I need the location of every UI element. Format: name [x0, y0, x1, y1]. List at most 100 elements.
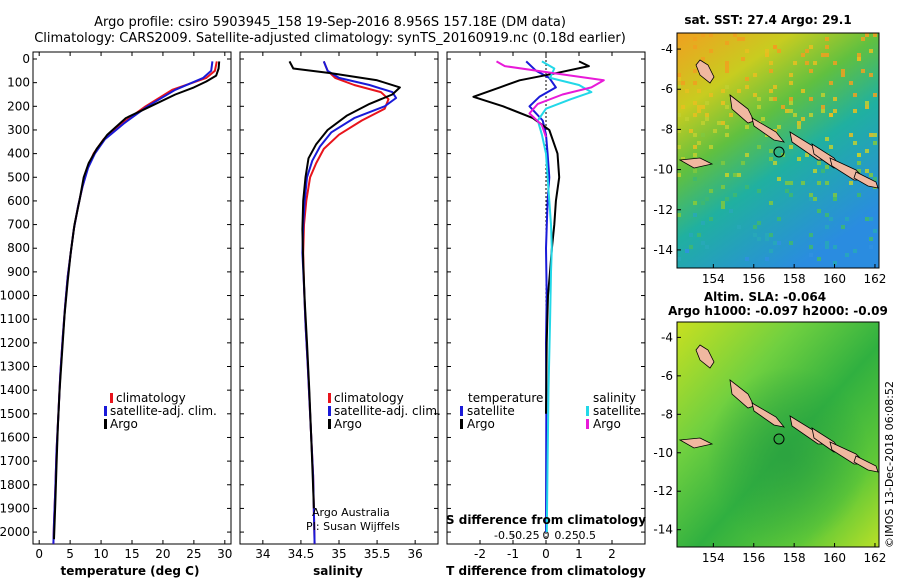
map-x-tick-label: 156	[742, 272, 765, 286]
sst-cell	[725, 85, 729, 89]
sst-cell	[677, 257, 681, 261]
series-line-temperature-argo	[472, 60, 590, 414]
sst-cell	[709, 217, 713, 221]
map-y-tick-label: -6	[661, 369, 673, 383]
sst-cell	[717, 121, 721, 125]
sst-cell	[757, 237, 761, 241]
sst-cell	[693, 133, 697, 137]
sst-cell	[689, 233, 693, 237]
sst-cell	[821, 169, 825, 173]
sst-cell	[845, 217, 849, 221]
sst-map-frame	[676, 32, 880, 269]
sst-cell	[681, 81, 685, 85]
map-y-tick-label: -12	[653, 484, 673, 498]
sst-cell	[857, 169, 861, 173]
sst-cell	[773, 85, 777, 89]
sst-cell	[789, 97, 793, 101]
sst-cell	[821, 105, 825, 109]
sst-cell	[789, 81, 793, 85]
sst-cell	[801, 89, 805, 93]
sst-cell	[701, 221, 705, 225]
sst-cell	[709, 189, 713, 193]
sst-cell	[809, 233, 813, 237]
map-x-tick-label: 160	[823, 551, 846, 565]
sst-cell	[853, 249, 857, 253]
sst-cell	[833, 197, 837, 201]
sst-cell	[721, 161, 725, 165]
sst-cell	[857, 161, 861, 165]
sst-cell	[705, 197, 709, 201]
y-tick-label: 1800	[0, 478, 30, 492]
sst-cell	[713, 129, 717, 133]
y-tick-label: 1100	[0, 312, 30, 326]
sst-cell	[861, 37, 865, 41]
sst-cell	[757, 189, 761, 193]
sst-cell	[869, 237, 873, 241]
x-tick-label: 5	[66, 547, 74, 561]
sst-cell	[693, 69, 697, 73]
series-line-climatology	[302, 61, 390, 544]
sst-cell	[793, 113, 797, 117]
s-tick-label: 0.5	[579, 529, 597, 542]
x-tick-label: 15	[124, 547, 139, 561]
sst-cell	[789, 193, 793, 197]
legend-label-sal-argo: Argo	[593, 417, 621, 431]
sst-cell	[725, 105, 729, 109]
sst-cell	[729, 113, 733, 117]
sst-cell	[677, 113, 681, 117]
sst-cell	[681, 105, 685, 109]
sst-cell	[701, 241, 705, 245]
sst-cell	[741, 161, 745, 165]
y-tick-label: 900	[7, 265, 30, 279]
sst-cell	[865, 33, 869, 37]
sst-cell	[741, 57, 745, 61]
sst-cell	[697, 141, 701, 145]
island-new-georgia	[751, 402, 785, 428]
map-x-tick-label: 156	[742, 551, 765, 565]
sst-cell	[769, 233, 773, 237]
legend-swatch-satellite	[328, 406, 331, 416]
sst-cell	[721, 101, 725, 105]
map-y-tick-label: -10	[653, 446, 673, 460]
map-x-tick-label: 162	[864, 272, 887, 286]
sst-cell	[849, 81, 853, 85]
sst-cell	[693, 37, 697, 41]
sst-cell	[685, 117, 689, 121]
sst-cell	[797, 125, 801, 129]
sst-cell	[809, 253, 813, 257]
map-y-tick-label: -12	[653, 203, 673, 217]
sst-cell	[809, 113, 813, 117]
sst-cell	[725, 69, 729, 73]
sst-cell	[693, 177, 697, 181]
y-tick-label: 100	[7, 76, 30, 90]
series-line-satellite-adj-clim-	[52, 61, 214, 544]
sst-cell	[765, 233, 769, 237]
difference-series	[472, 60, 605, 533]
sst-cell	[841, 69, 845, 73]
salinity-plot-frame	[239, 51, 439, 545]
credit-line-1: Argo Australia	[312, 506, 390, 519]
sst-cell	[753, 93, 757, 97]
x-tick-label: 2	[608, 547, 616, 561]
sst-cell	[833, 193, 837, 197]
sst-cell	[769, 157, 773, 161]
imos-watermark: ©IMOS 13-Dec-2018 06:08:52	[883, 381, 896, 548]
salinity-legend: climatology satellite-adj. clim. Argo	[328, 391, 441, 431]
x-tick-label: -2	[474, 547, 486, 561]
map-y-tick-label: -14	[653, 523, 673, 537]
x-tick-label: 1	[575, 547, 583, 561]
y-tick-label: 800	[7, 241, 30, 255]
sla-argo-marker	[773, 433, 785, 445]
sst-cell	[725, 125, 729, 129]
sst-cell	[825, 137, 829, 141]
sst-cell	[809, 245, 813, 249]
sst-cell	[817, 209, 821, 213]
sst-cell	[693, 201, 697, 205]
salinity-x-axis: 34 34.5 35 35.5 36	[255, 52, 423, 561]
sst-cell	[777, 49, 781, 53]
sst-cell	[813, 61, 817, 65]
sst-map-panel: sat. SST: 27.4 Argo: 29.1 154 156 158 160 16…	[653, 13, 886, 286]
legend-label-argo: Argo	[110, 417, 138, 431]
sst-cell	[685, 249, 689, 253]
sst-cell	[789, 109, 793, 113]
